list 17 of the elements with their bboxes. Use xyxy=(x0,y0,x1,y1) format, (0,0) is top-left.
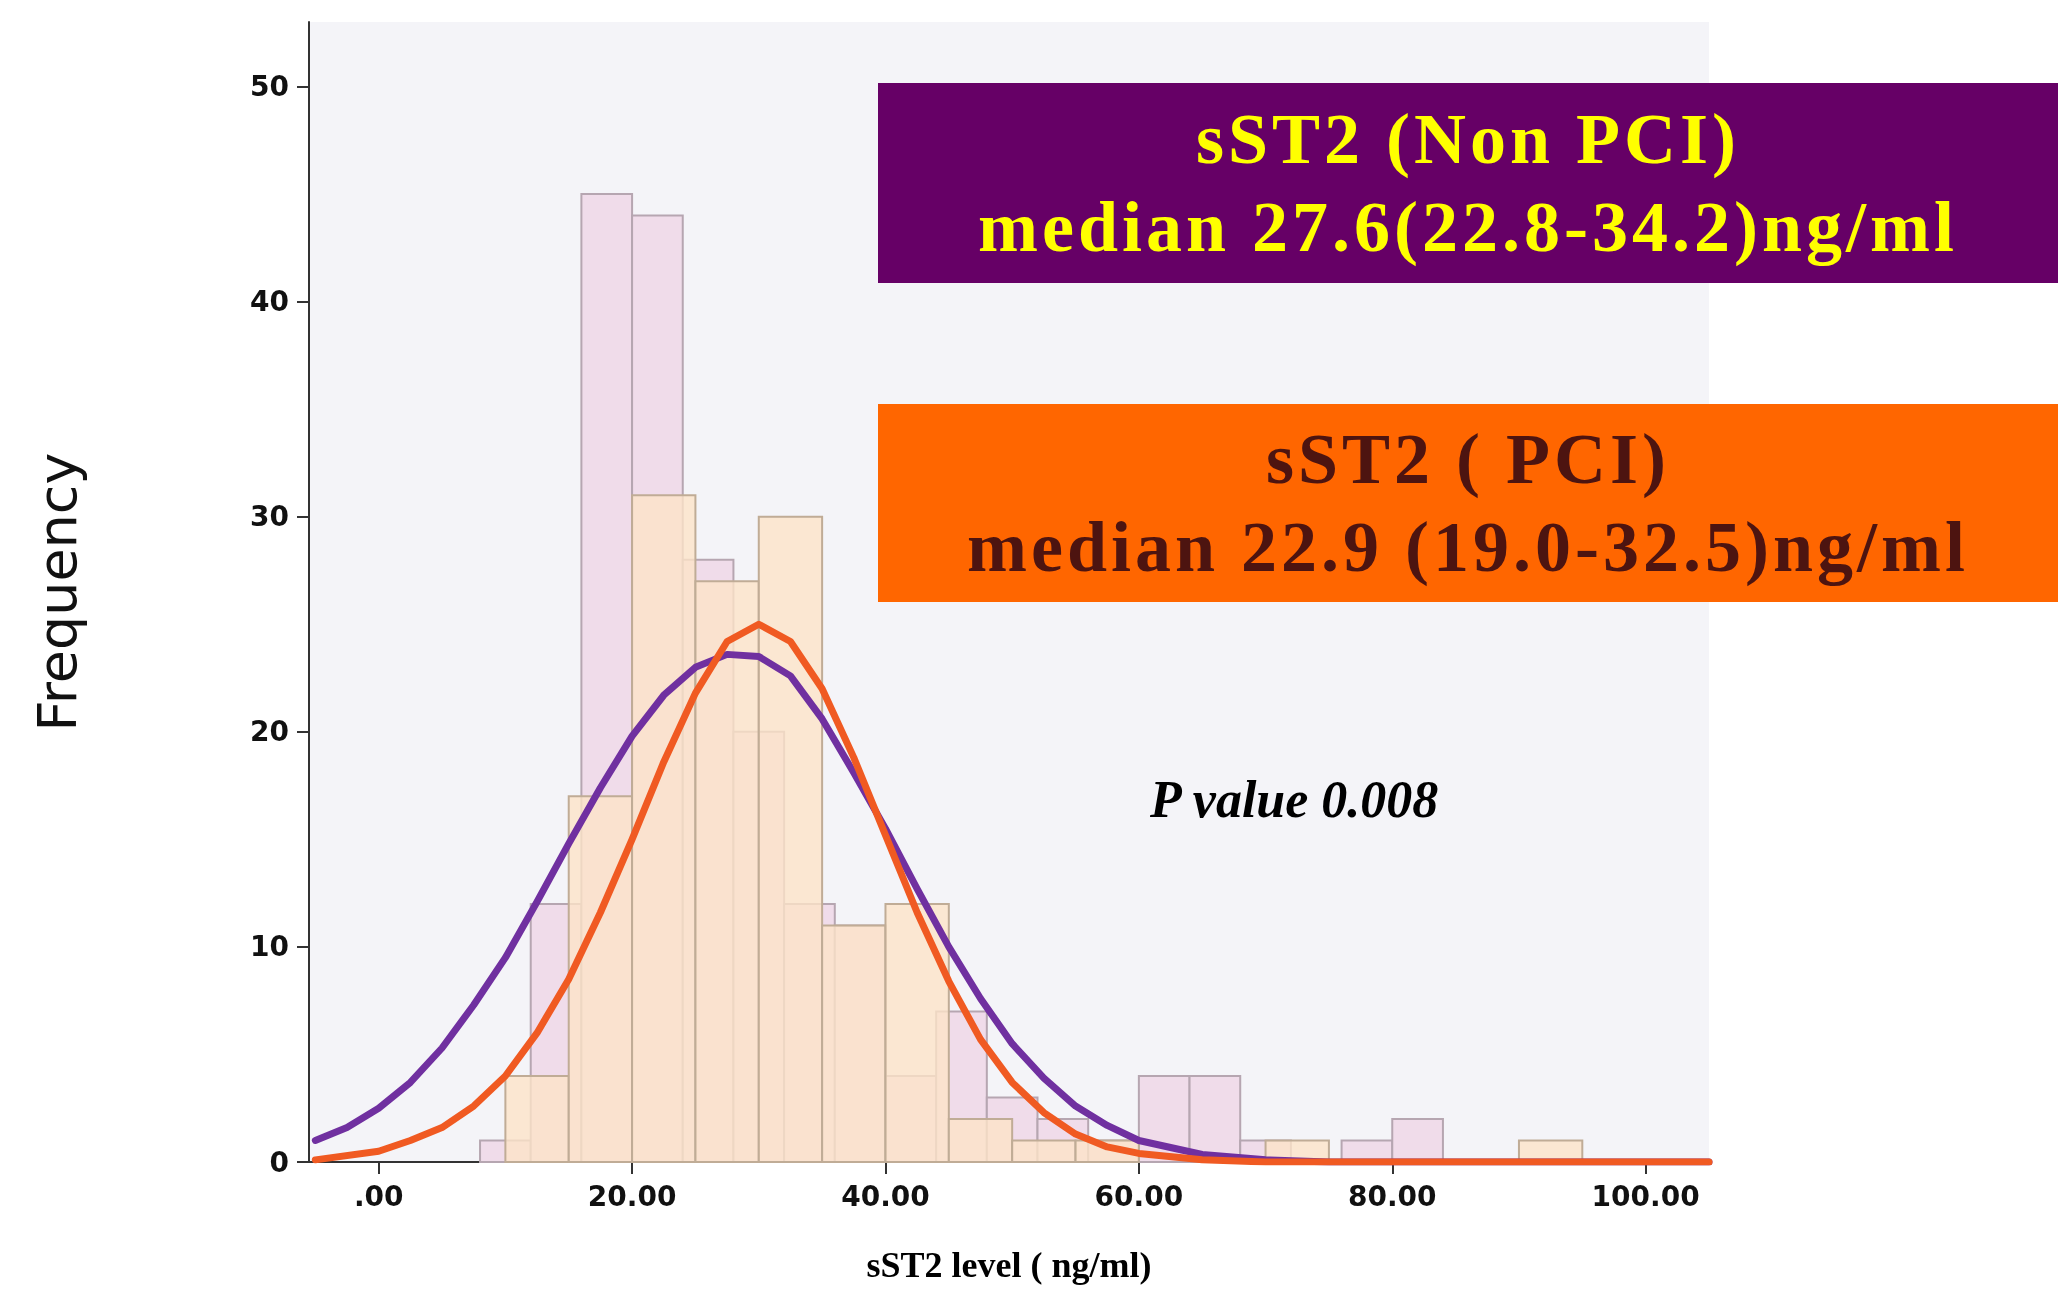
x-tick-label: 60.00 xyxy=(1094,1179,1184,1213)
x-tick-label: 80.00 xyxy=(1347,1179,1437,1213)
y-axis-title: Frequency xyxy=(25,452,89,732)
note-box: sST2 (Non PCI) median 27.6(22.8-34.2)ng/ml xyxy=(878,83,2058,283)
y-tick-label: 50 xyxy=(250,70,289,104)
x-axis-title: sST2 level ( ng/ml) xyxy=(866,1245,1152,1285)
y-tick-label: 10 xyxy=(250,930,289,964)
x-tick-label: 100.00 xyxy=(1591,1179,1700,1213)
y-tick-label: 0 xyxy=(269,1145,289,1179)
note-box: sST2 ( PCI) median 22.9 (19.0-32.5)ng/ml xyxy=(878,404,2058,602)
x-tick-label: .00 xyxy=(353,1179,404,1213)
x-tick-label: 20.00 xyxy=(587,1179,677,1213)
y-tick-label: 40 xyxy=(250,285,289,319)
y-tick-label: 30 xyxy=(250,500,289,534)
annotation: P value 0.008 xyxy=(1150,770,1439,829)
x-tick-label: 40.00 xyxy=(841,1179,930,1213)
y-tick-label: 20 xyxy=(250,715,289,749)
